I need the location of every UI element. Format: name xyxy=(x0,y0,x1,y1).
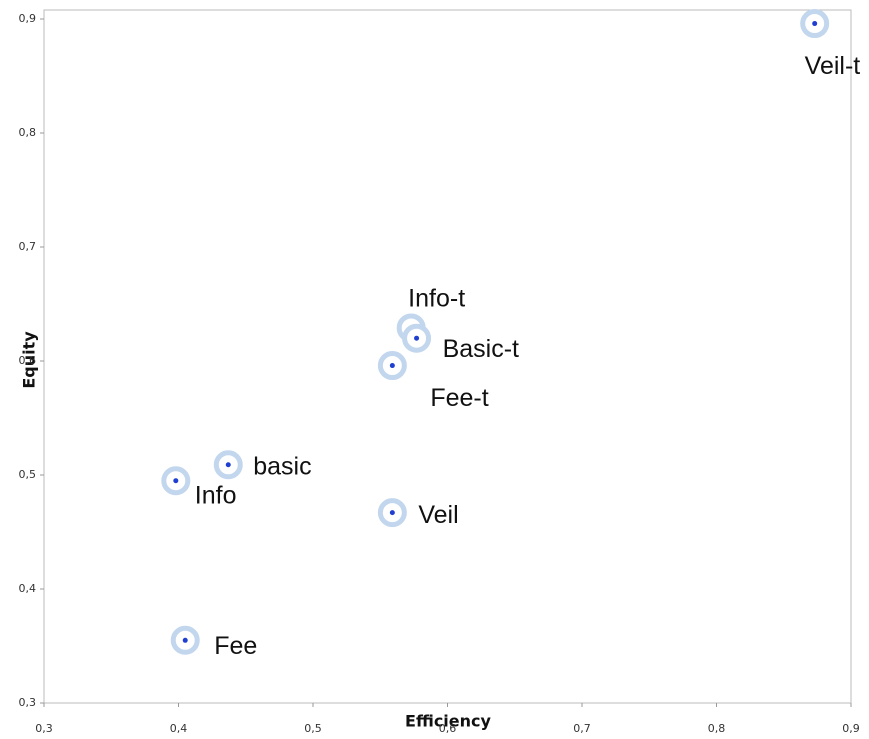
point-label: Veil xyxy=(418,501,458,529)
y-tick-label: 0,4 xyxy=(19,582,37,595)
point-dot xyxy=(389,510,395,516)
x-tick-label: 0,6 xyxy=(439,722,457,735)
point-label: Fee-t xyxy=(430,384,488,412)
point-label: Info xyxy=(195,481,237,509)
point-label: Veil-t xyxy=(805,52,861,80)
point xyxy=(161,466,191,496)
x-tick-label: 0,3 xyxy=(35,722,53,735)
y-tick-label: 0,5 xyxy=(19,468,37,481)
point-dot xyxy=(812,21,818,27)
x-axis-title: Efficiency xyxy=(405,712,491,731)
point-dot xyxy=(173,478,179,484)
point-label: Basic-t xyxy=(443,335,519,363)
point-label: Info-t xyxy=(408,285,465,313)
x-tick-label: 0,9 xyxy=(842,722,860,735)
point xyxy=(377,498,407,528)
point-label: Fee xyxy=(214,632,257,660)
y-tick-label: 0,8 xyxy=(19,126,37,139)
x-tick-label: 0,5 xyxy=(304,722,322,735)
y-tick-label: 0,6 xyxy=(19,354,37,367)
x-tick-label: 0,7 xyxy=(573,722,591,735)
point-dot xyxy=(414,335,420,341)
x-tick-label: 0,4 xyxy=(170,722,188,735)
point xyxy=(377,351,407,381)
point xyxy=(213,450,243,480)
point-label: basic xyxy=(253,452,311,480)
y-axis-title: Equity xyxy=(20,331,39,389)
point-dot xyxy=(182,637,188,643)
x-tick-label: 0,8 xyxy=(708,722,726,735)
y-tick-label: 0,7 xyxy=(19,240,37,253)
point-dot xyxy=(389,363,395,369)
point xyxy=(800,9,830,39)
y-tick-label: 0,3 xyxy=(19,696,37,709)
point-dot xyxy=(225,462,231,468)
point xyxy=(402,323,432,353)
point xyxy=(170,625,200,655)
y-tick-label: 0,9 xyxy=(19,12,37,25)
